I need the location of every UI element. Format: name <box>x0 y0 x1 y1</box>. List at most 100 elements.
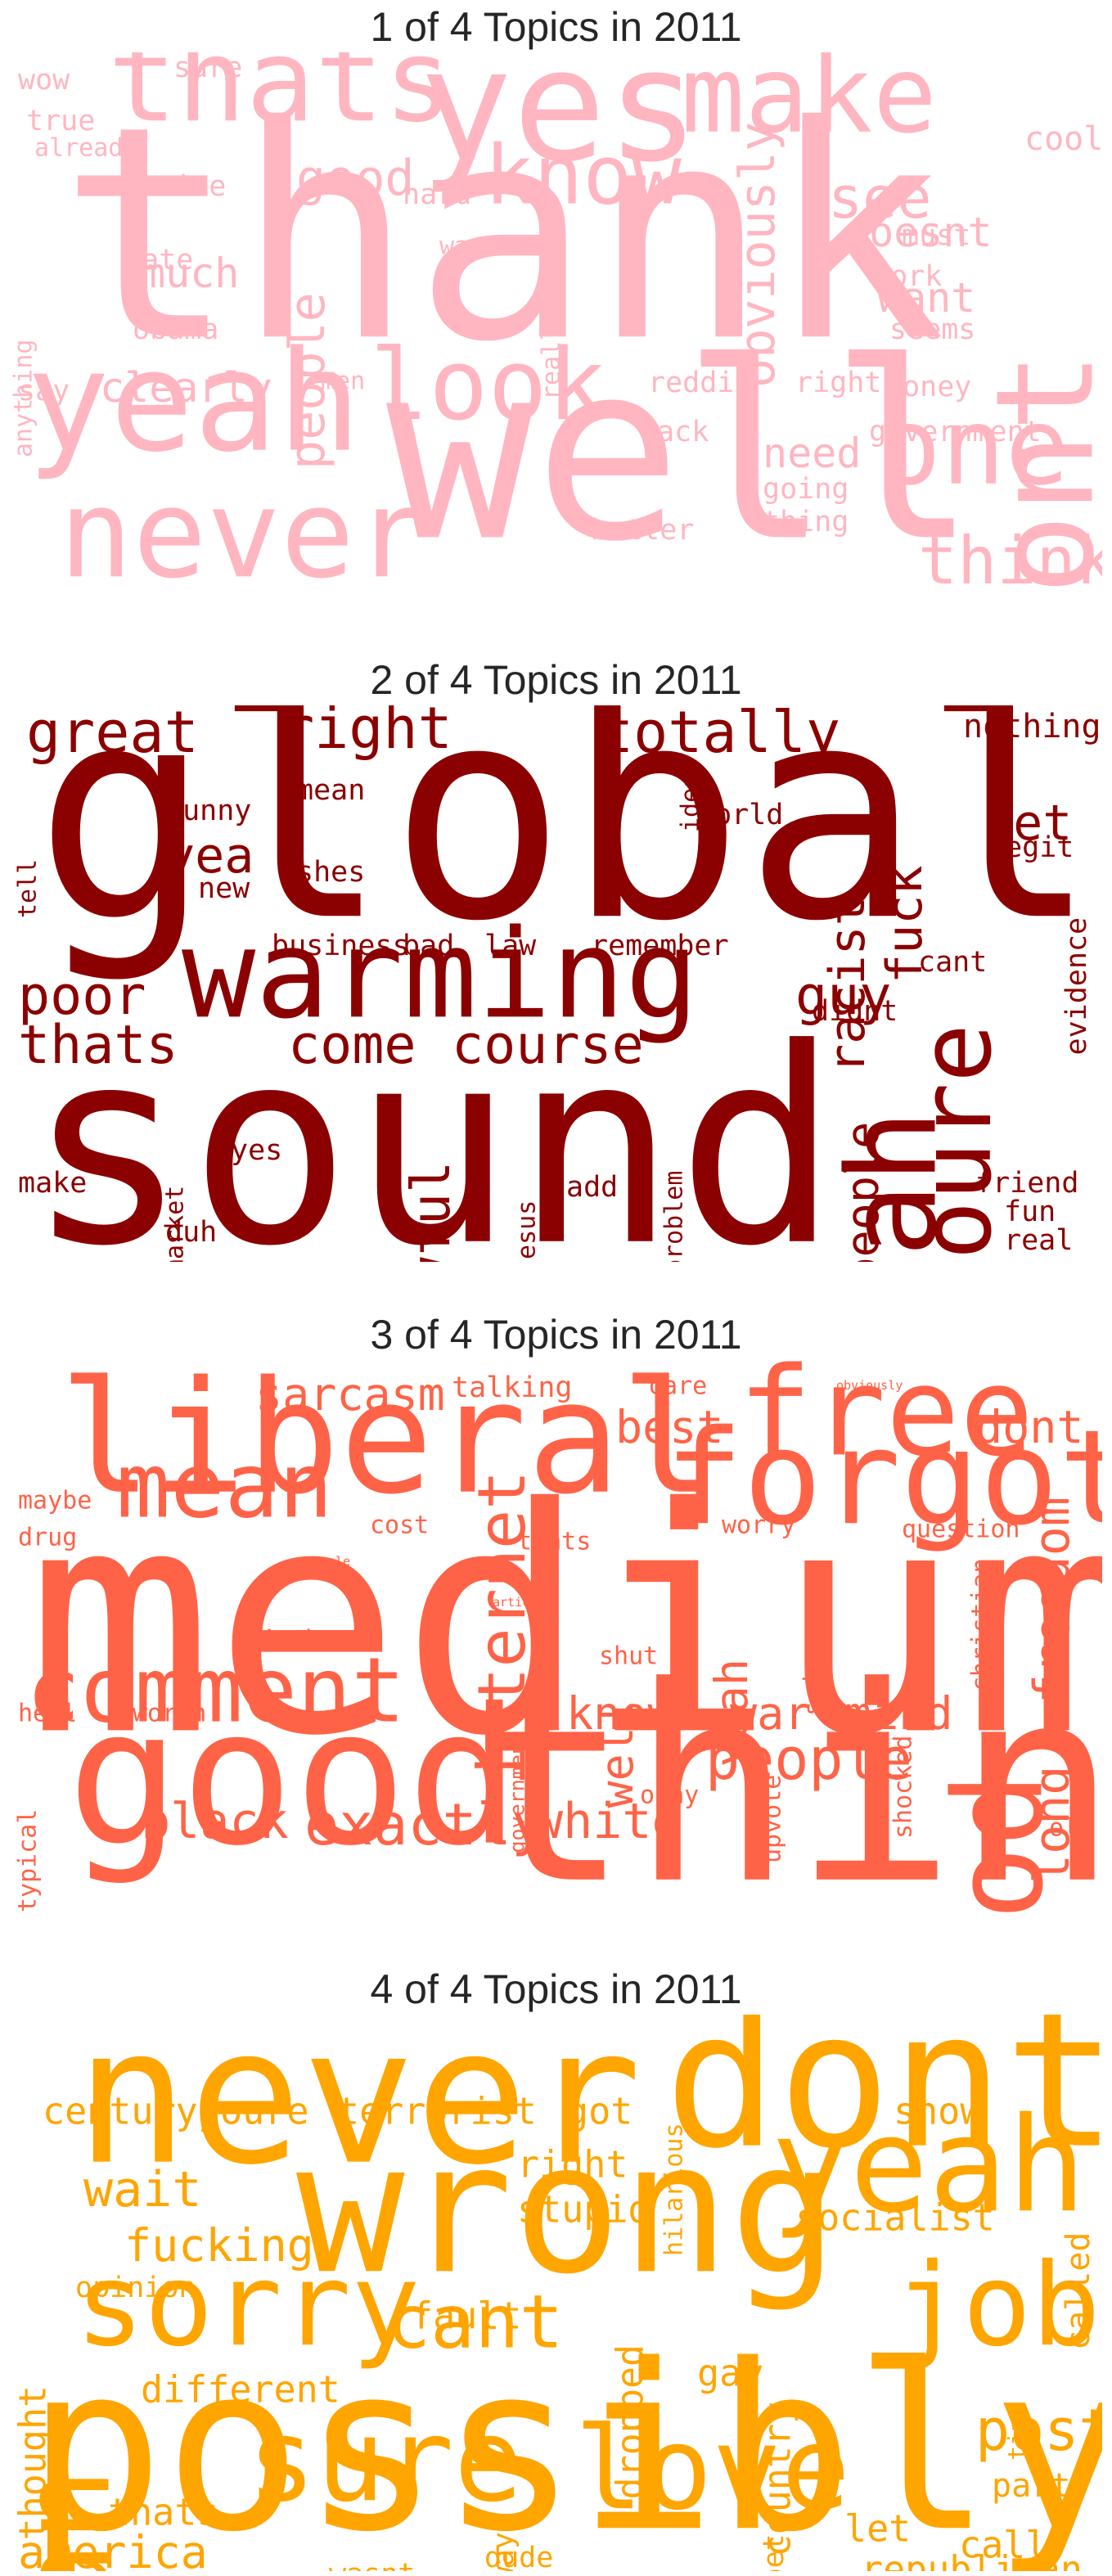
word-yeah: yeah <box>26 322 361 484</box>
word-terrorist: terrorist <box>337 2090 537 2133</box>
word-jesus: jesus <box>513 1200 542 1262</box>
topic-panel-3: 3 of 4 Topics in 2011 mediumthinggood lib… <box>0 1293 1112 1923</box>
word-idea: idea <box>677 773 705 832</box>
word-mind: mind <box>844 1687 952 1740</box>
word-fault: fault <box>411 2295 521 2338</box>
panel-title: 3 of 4 Topics in 2011 <box>370 1312 742 1358</box>
word-question: question <box>902 1515 1020 1544</box>
word-yes: yes <box>231 1134 282 1167</box>
word-time: time <box>1004 2402 1033 2461</box>
word-freedom: freedom <box>1024 1497 1081 1704</box>
word-shut: shut <box>599 1642 658 1671</box>
word-america: america <box>18 2526 208 2571</box>
word-yeah: yeah <box>705 1659 758 1767</box>
word-wow: wow <box>18 64 70 97</box>
word-work: work <box>873 260 942 293</box>
word-old: old <box>1049 1814 1093 1843</box>
word-time: time <box>157 170 226 203</box>
word-male: male <box>321 1554 350 1569</box>
word-hell: hell <box>18 1700 77 1728</box>
word-thing: thing <box>763 506 849 538</box>
word-fuck: fuck <box>876 866 934 984</box>
word-better: better <box>591 514 694 547</box>
word-never: never <box>75 2015 642 2207</box>
word-call: call <box>959 2524 1047 2567</box>
word-world: world <box>697 799 783 831</box>
word-racist: racist <box>819 896 876 1074</box>
word-great: great <box>26 705 199 766</box>
word-mean: mean <box>116 1434 333 1538</box>
word-anything: anything <box>10 340 38 458</box>
word-true: true <box>26 105 95 137</box>
word-exactly: exactly <box>304 1791 546 1858</box>
word-going: going <box>763 473 849 506</box>
word-youre: youre <box>198 2090 308 2133</box>
word-remember: remember <box>591 930 729 962</box>
word-white: white <box>533 1793 682 1850</box>
word-people: people <box>705 1726 912 1793</box>
word-liberal: liberal <box>59 1360 714 1529</box>
word-man: man <box>10 2468 137 2571</box>
word-dropped: dropped <box>609 2344 652 2500</box>
word-bet: bet <box>758 2533 790 2571</box>
word-article: article <box>493 1595 544 1610</box>
word-men: men <box>321 367 365 396</box>
word-country: country <box>756 2402 799 2557</box>
panel-title: 4 of 4 Topics in 2011 <box>370 1966 742 2012</box>
word-thats: thats <box>108 52 452 148</box>
word-called: called <box>1060 2232 1097 2351</box>
word-right: right <box>795 367 881 399</box>
word-new: new <box>198 872 250 905</box>
word-show: show <box>894 2090 983 2133</box>
word-always: always <box>488 2515 520 2571</box>
word-already: already <box>34 134 137 163</box>
word-friend: friend <box>975 1167 1078 1200</box>
word-know: know <box>484 127 682 223</box>
word-long: long <box>1024 1766 1081 1885</box>
word-job: job <box>894 2239 1101 2372</box>
word-way: way <box>439 232 484 261</box>
word-totally: totally <box>599 705 840 766</box>
word-worry: worry <box>722 1511 795 1540</box>
word-part: part <box>992 2467 1070 2505</box>
word-black: black <box>141 1793 289 1850</box>
word-back: back <box>640 416 709 448</box>
word-atheist: atheist <box>231 1625 352 1658</box>
word-funny: funny <box>165 795 251 827</box>
word-yes: yes <box>419 52 700 196</box>
word-legit: legit <box>988 831 1074 864</box>
word-best: best <box>615 1401 723 1453</box>
word-duh: duh <box>165 1216 217 1249</box>
word-love: love <box>574 2403 850 2536</box>
word-global: global <box>34 705 1098 985</box>
word-government: government <box>869 416 1042 448</box>
word-government: government <box>505 1730 529 1853</box>
word-post: post <box>975 2397 1102 2464</box>
word-cant: cant <box>386 2279 564 2365</box>
word-doesnt: doesnt <box>844 209 993 256</box>
word-think: think <box>918 523 1102 599</box>
word-cloud: global sound warming yeah youre right great tot… <box>10 705 1102 1262</box>
word-upvote: upvote <box>759 1775 787 1863</box>
word-let: let <box>844 2507 911 2551</box>
word-never: never <box>59 463 429 601</box>
word-let: let <box>984 795 1072 852</box>
word-got: got <box>566 2090 633 2133</box>
word-didnt: didnt <box>812 995 898 1028</box>
word-good: good <box>67 1669 520 1888</box>
panel-title: 2 of 4 Topics in 2011 <box>370 657 742 703</box>
word-worth: worth <box>133 1700 206 1728</box>
word-dont: dont <box>975 1401 1083 1453</box>
word-bad: bad <box>403 930 454 962</box>
word-real: real <box>1004 1224 1073 1257</box>
word-thats: thats <box>18 1015 178 1076</box>
word-clearly: clearly <box>100 364 272 412</box>
word-maybe: maybe <box>18 1487 92 1515</box>
word-century: century <box>43 2090 198 2133</box>
word-good: good <box>296 150 415 207</box>
